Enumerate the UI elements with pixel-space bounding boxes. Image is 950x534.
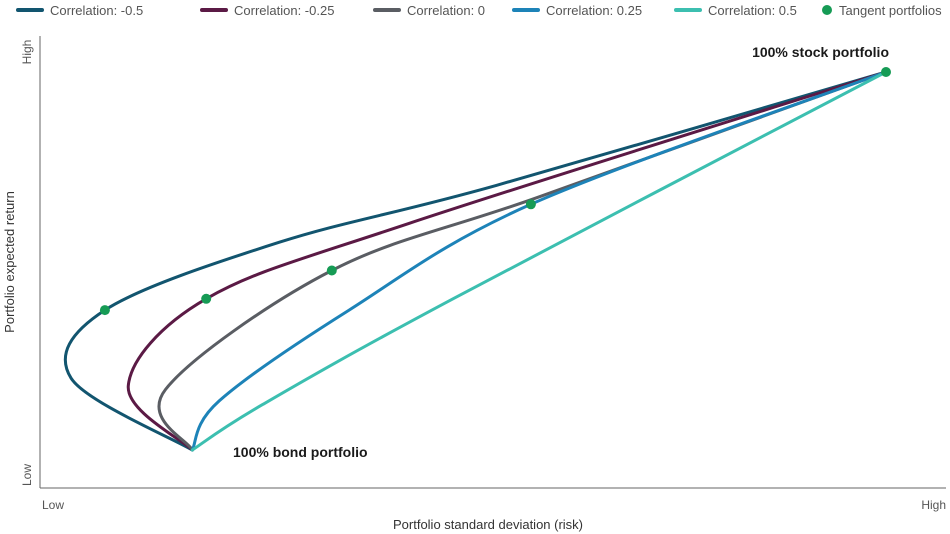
- series-line-1: [63, 70, 888, 452]
- legend-dot-swatch: [822, 5, 832, 15]
- y-tick-low: Low: [20, 464, 34, 486]
- series-line-4: [190, 70, 888, 452]
- y-tick-high: High: [20, 40, 34, 65]
- y-axis-title: Portfolio expected return: [2, 191, 17, 333]
- legend-label: Correlation: 0: [407, 2, 486, 18]
- legend-line-swatch: [674, 8, 702, 12]
- tangent-portfolio-point-1: [99, 305, 110, 316]
- series-line-2: [126, 70, 888, 452]
- tangent-portfolio-point-3: [326, 265, 337, 276]
- legend-line-swatch: [200, 8, 228, 12]
- legend-item-4: Correlation: 0.25: [512, 0, 642, 20]
- tangent-markers-layer: [99, 67, 891, 316]
- x-axis-title: Portfolio standard deviation (risk): [393, 517, 583, 532]
- stock-portfolio-annotation: 100% stock portfolio: [752, 44, 889, 60]
- legend-item-tangent: Tangent portfolios: [822, 0, 942, 20]
- legend-label: Tangent portfolios: [839, 2, 942, 18]
- tangent-portfolio-point-2: [201, 293, 212, 304]
- legend-label: Correlation: -0.5: [50, 2, 144, 18]
- bond-portfolio-annotation: 100% bond portfolio: [233, 444, 368, 460]
- series-layer: [63, 70, 888, 452]
- x-tick-low: Low: [42, 498, 64, 512]
- legend-line-swatch: [16, 8, 44, 12]
- x-tick-high: High: [921, 498, 946, 512]
- tangent-portfolio-point-4: [525, 199, 536, 210]
- legend-label: Correlation: 0.25: [546, 2, 643, 18]
- legend-label: Correlation: -0.25: [234, 2, 335, 18]
- series-line-5: [190, 70, 888, 452]
- legend-item-1: Correlation: -0.5: [16, 0, 143, 20]
- legend-item-5: Correlation: 0.5: [674, 0, 797, 20]
- chart-legend: Correlation: -0.5 Correlation: -0.25 Corre…: [0, 0, 950, 20]
- legend-item-3: Correlation: 0: [373, 0, 485, 20]
- legend-line-swatch: [512, 8, 540, 12]
- legend-line-swatch: [373, 8, 401, 12]
- tangent-portfolio-point-5: [881, 67, 891, 77]
- legend-item-2: Correlation: -0.25: [200, 0, 334, 20]
- legend-label: Correlation: 0.5: [708, 2, 797, 18]
